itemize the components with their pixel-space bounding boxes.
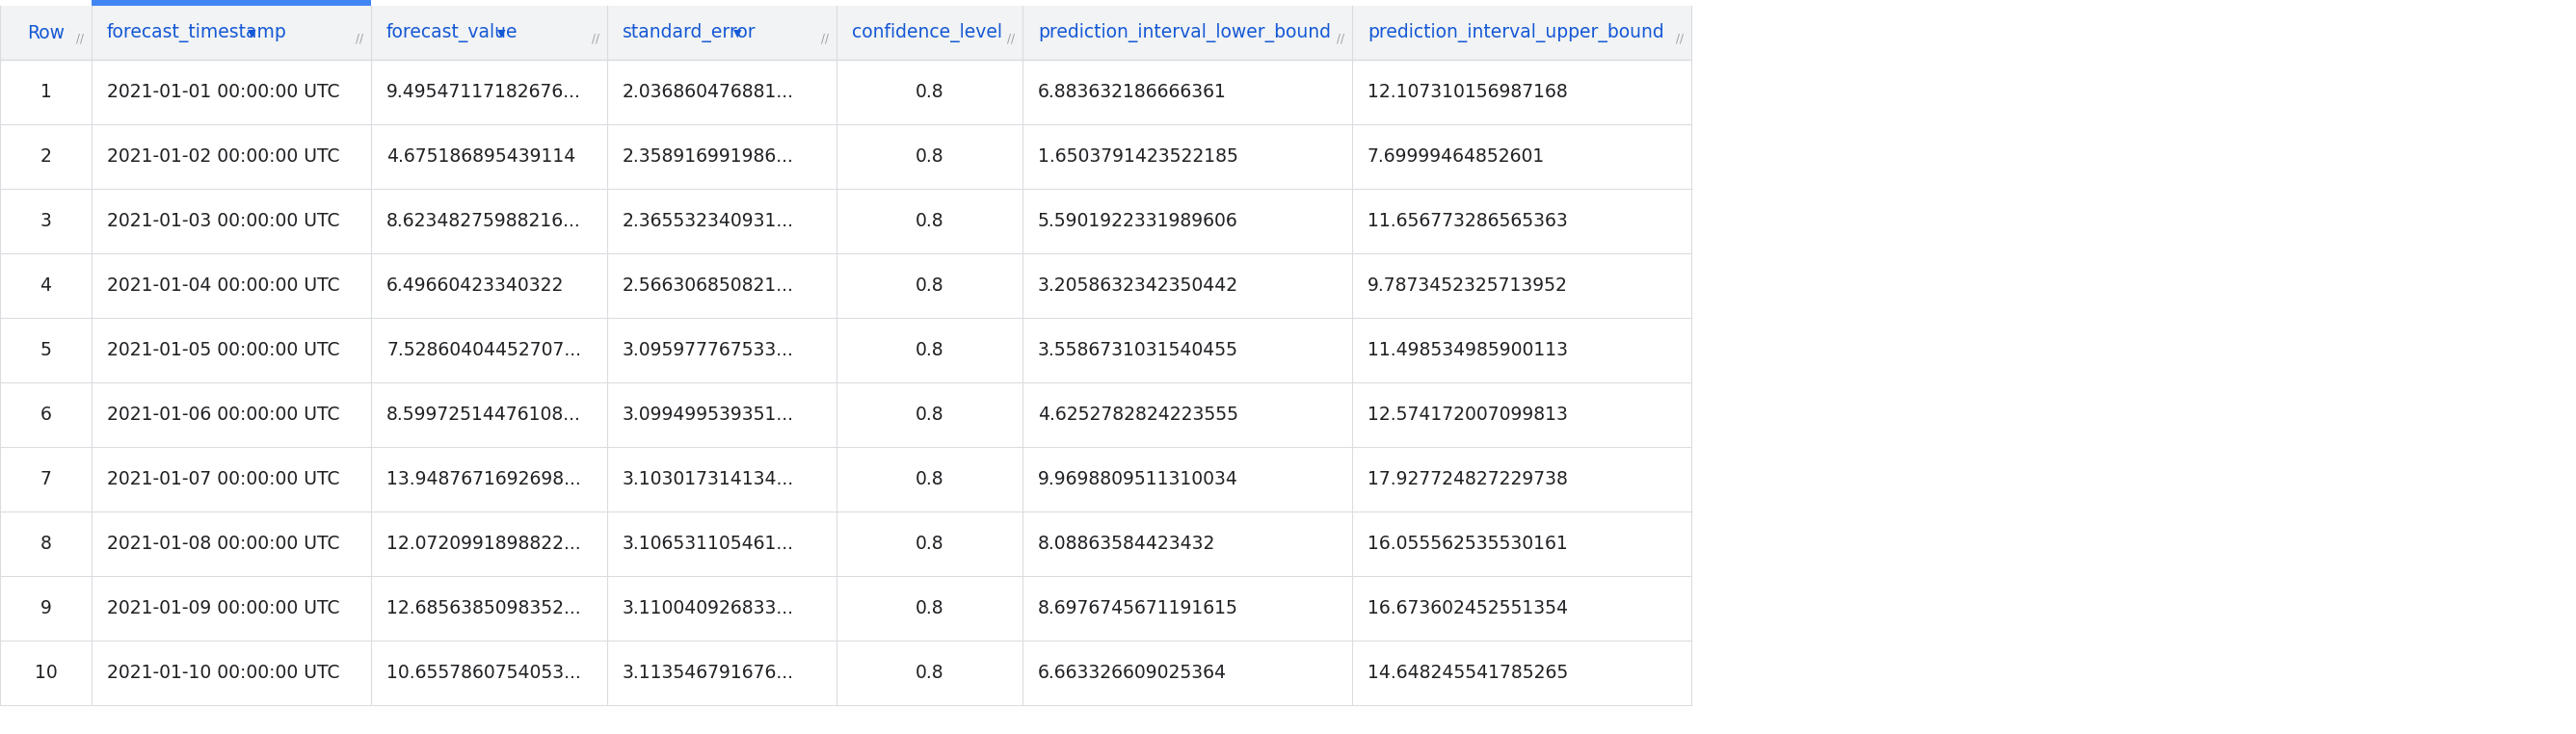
Text: 2021-01-06 00:00:00 UTC: 2021-01-06 00:00:00 UTC [108,405,340,424]
Text: 9: 9 [41,599,52,617]
Text: 2.365532340931...: 2.365532340931... [623,212,793,230]
Text: 1: 1 [41,83,52,101]
Text: 6: 6 [41,405,52,424]
Text: 3.110040926833...: 3.110040926833... [623,599,793,617]
Text: 11.656773286565363: 11.656773286565363 [1368,212,1569,230]
Text: 14.648245541785265: 14.648245541785265 [1368,664,1569,682]
Bar [0,59,1692,124]
Text: 6.883632186666361: 6.883632186666361 [1038,83,1226,101]
Text: 3: 3 [41,212,52,230]
Text: 8: 8 [41,534,52,553]
Text: 3.095977767533...: 3.095977767533... [623,341,793,360]
Text: 2021-01-08 00:00:00 UTC: 2021-01-08 00:00:00 UTC [108,534,340,553]
Text: 5.5901922331989606: 5.5901922331989606 [1038,212,1239,230]
Text: ▼: ▼ [247,29,255,38]
Text: ▼: ▼ [734,29,742,38]
Text: 9.7873452325713952: 9.7873452325713952 [1368,277,1569,295]
Text: 4.675186895439114: 4.675186895439114 [386,148,574,166]
Text: 2021-01-10 00:00:00 UTC: 2021-01-10 00:00:00 UTC [108,664,340,682]
Text: 0.8: 0.8 [914,341,943,360]
Text: forecast_value: forecast_value [386,23,518,43]
Text: 16.673602452551354: 16.673602452551354 [1368,599,1569,617]
Text: 0.8: 0.8 [914,148,943,166]
Bar [0,447,1692,512]
Text: 0.8: 0.8 [914,277,943,295]
Text: 0.8: 0.8 [914,599,943,617]
Text: 4.6252782824223555: 4.6252782824223555 [1038,405,1239,424]
Text: 1.6503791423522185: 1.6503791423522185 [1038,148,1239,166]
Text: 17.927724827229738: 17.927724827229738 [1368,470,1569,488]
Bar [0,6,1692,59]
Text: 7.69999464852601: 7.69999464852601 [1368,148,1546,166]
Text: 9.49547117182676...: 9.49547117182676... [386,83,582,101]
Text: 10.6557860754053...: 10.6557860754053... [386,664,580,682]
Text: 11.498534985900113: 11.498534985900113 [1368,341,1569,360]
Text: //: // [592,32,600,45]
Bar [93,0,371,6]
Bar [0,382,1692,447]
Text: 3.103017314134...: 3.103017314134... [623,470,793,488]
Text: //: // [1337,32,1345,45]
Text: 2021-01-01 00:00:00 UTC: 2021-01-01 00:00:00 UTC [108,83,340,101]
Text: 3.106531105461...: 3.106531105461... [623,534,793,553]
Text: 2021-01-02 00:00:00 UTC: 2021-01-02 00:00:00 UTC [108,148,340,166]
Text: //: // [1677,32,1685,45]
Text: prediction_interval_lower_bound: prediction_interval_lower_bound [1038,23,1332,43]
Text: 2021-01-04 00:00:00 UTC: 2021-01-04 00:00:00 UTC [108,277,340,295]
Text: 3.2058632342350442: 3.2058632342350442 [1038,277,1239,295]
Text: 2021-01-07 00:00:00 UTC: 2021-01-07 00:00:00 UTC [108,470,340,488]
Text: Row: Row [26,23,64,42]
Text: 3.5586731031540455: 3.5586731031540455 [1038,341,1239,360]
Text: 2.358916991986...: 2.358916991986... [623,148,793,166]
Text: 4: 4 [41,277,52,295]
Text: 0.8: 0.8 [914,470,943,488]
Text: 6.663326609025364: 6.663326609025364 [1038,664,1226,682]
Bar [0,253,1692,318]
Text: 0.8: 0.8 [914,405,943,424]
Text: 16.055562535530161: 16.055562535530161 [1368,534,1569,553]
Text: confidence_level: confidence_level [853,23,1002,43]
Text: 10: 10 [33,664,57,682]
Text: 9.9698809511310034: 9.9698809511310034 [1038,470,1239,488]
Bar [0,512,1692,576]
Text: 0.8: 0.8 [914,664,943,682]
Bar [0,576,1692,641]
Text: 5: 5 [41,341,52,360]
Text: 3.113546791676...: 3.113546791676... [623,664,793,682]
Text: 12.107310156987168: 12.107310156987168 [1368,83,1569,101]
Text: 8.59972514476108...: 8.59972514476108... [386,405,582,424]
Text: 0.8: 0.8 [914,212,943,230]
Text: ▼: ▼ [497,29,505,38]
Text: 8.6976745671191615: 8.6976745671191615 [1038,599,1239,617]
Text: 2021-01-03 00:00:00 UTC: 2021-01-03 00:00:00 UTC [108,212,340,230]
Text: 0.8: 0.8 [914,83,943,101]
Text: forecast_timestamp: forecast_timestamp [108,23,286,43]
Text: 7.52860404452707...: 7.52860404452707... [386,341,582,360]
Text: 8.08863584423432: 8.08863584423432 [1038,534,1216,553]
Bar [0,189,1692,253]
Text: 2: 2 [41,148,52,166]
Text: standard_error: standard_error [623,23,757,43]
Text: //: // [1007,32,1015,45]
Text: 7: 7 [41,470,52,488]
Text: //: // [355,32,363,45]
Text: 3.099499539351...: 3.099499539351... [623,405,793,424]
Text: //: // [77,32,85,45]
Text: 6.49660423340322: 6.49660423340322 [386,277,564,295]
Bar [0,124,1692,189]
Text: 8.62348275988216...: 8.62348275988216... [386,212,580,230]
Text: 2.566306850821...: 2.566306850821... [623,277,793,295]
Text: 12.6856385098352...: 12.6856385098352... [386,599,580,617]
Text: 12.0720991898822...: 12.0720991898822... [386,534,580,553]
Text: 2021-01-09 00:00:00 UTC: 2021-01-09 00:00:00 UTC [108,599,340,617]
Text: prediction_interval_upper_bound: prediction_interval_upper_bound [1368,23,1664,43]
Text: //: // [822,32,829,45]
Text: 13.9487671692698...: 13.9487671692698... [386,470,580,488]
Text: 12.574172007099813: 12.574172007099813 [1368,405,1569,424]
Bar [0,318,1692,382]
Bar [0,641,1692,705]
Text: 0.8: 0.8 [914,534,943,553]
Text: 2021-01-05 00:00:00 UTC: 2021-01-05 00:00:00 UTC [108,341,340,360]
Text: 2.036860476881...: 2.036860476881... [623,83,793,101]
